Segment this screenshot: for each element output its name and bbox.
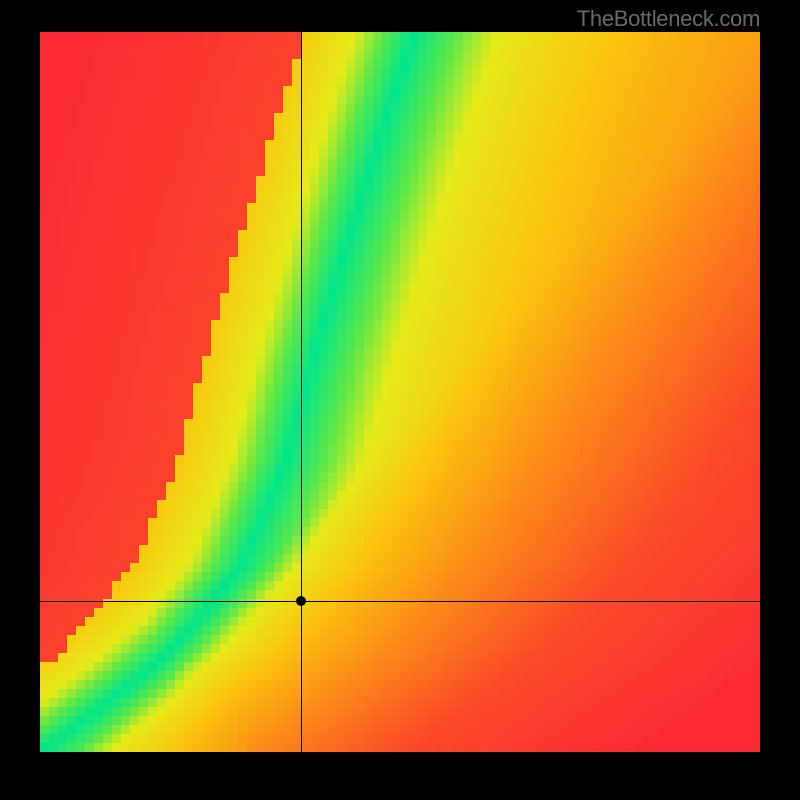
watermark-text: TheBottleneck.com xyxy=(577,6,760,32)
crosshair-vertical xyxy=(301,32,302,752)
marker-dot xyxy=(296,596,306,606)
crosshair-horizontal xyxy=(40,601,760,602)
heatmap-plot xyxy=(40,32,760,752)
heatmap-canvas xyxy=(40,32,760,752)
